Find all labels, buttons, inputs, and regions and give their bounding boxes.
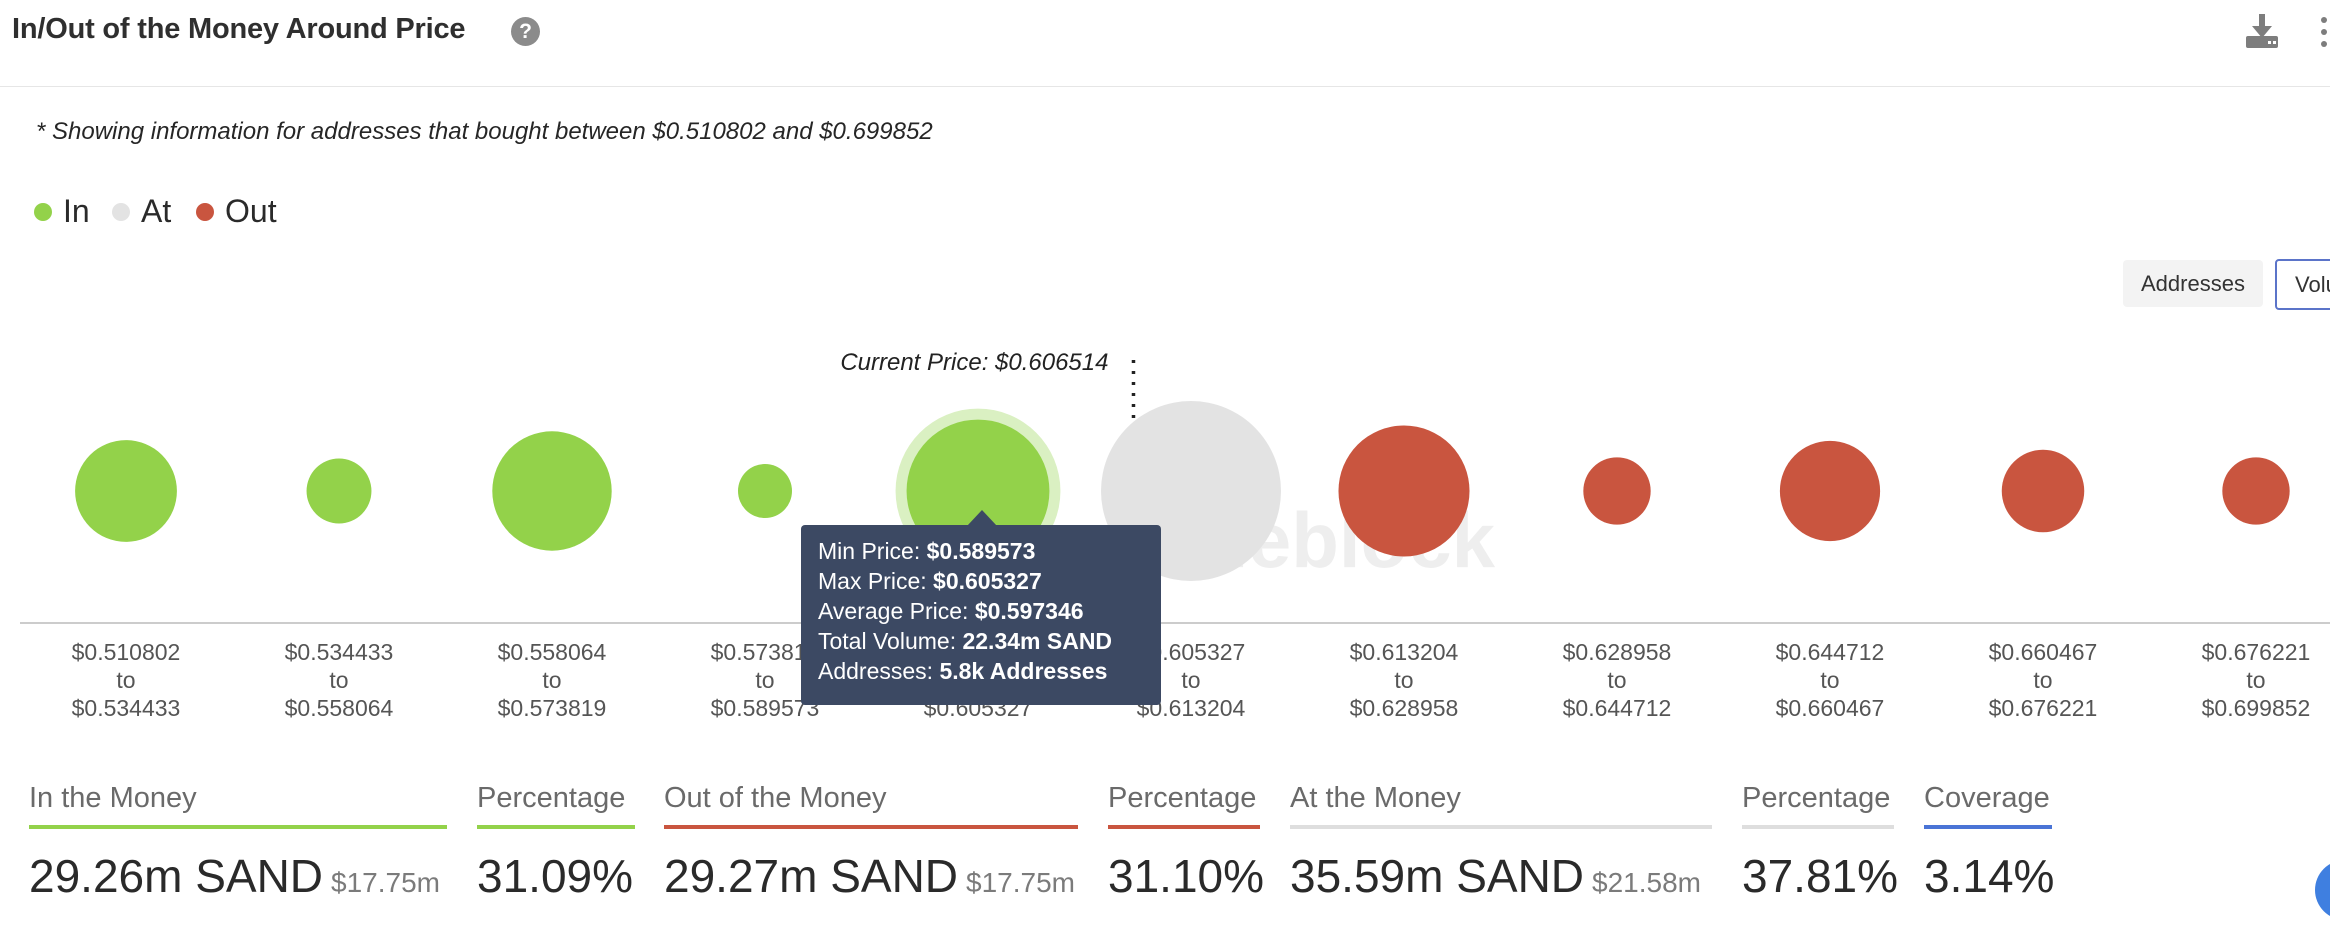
range-from-label: $0.660467	[1989, 639, 2098, 665]
tooltip-row-max: Max Price: $0.605327	[818, 568, 1042, 594]
stat-value: 37.81%	[1742, 850, 1899, 902]
range-to-label: $0.558064	[285, 695, 394, 721]
stat-label: In the Money	[29, 782, 197, 814]
bubble-out	[1338, 425, 1470, 557]
bubble-tooltip: Min Price: $0.589573 Max Price: $0.60532…	[801, 525, 1161, 705]
stat-label: Out of the Money	[664, 782, 887, 814]
stat-value: 31.10%	[1108, 850, 1265, 902]
legend-label-in: In	[63, 193, 90, 229]
range-from-label: $0.628958	[1563, 639, 1672, 665]
widget-title: In/Out of the Money Around Price	[12, 13, 466, 45]
legend-dot-out	[196, 203, 214, 221]
stat-value: 35.59m SAND $21.58m	[1290, 850, 1701, 902]
range-to-label: $0.676221	[1989, 695, 2098, 721]
range-to-word: to	[329, 667, 348, 693]
stat-label: Percentage	[1742, 782, 1891, 814]
download-icon[interactable]	[2244, 12, 2280, 50]
bubble-out	[1583, 457, 1651, 525]
stat-value: 31.09%	[477, 850, 634, 902]
range-to-label: $0.644712	[1563, 695, 1672, 721]
stat-coverage: Coverage 3.14%	[1924, 782, 2055, 903]
stat-label: Percentage	[477, 782, 626, 814]
range-to-label: $0.699852	[2202, 695, 2311, 721]
stat-at-the-money: At the Money 35.59m SAND $21.58m	[1290, 782, 1712, 903]
stat-label: Coverage	[1924, 782, 2050, 814]
stat-label: Percentage	[1108, 782, 1257, 814]
range-to-label: $0.660467	[1776, 695, 1885, 721]
bubble-in	[306, 458, 372, 524]
stat-in-the-money: In the Money 29.26m SAND $17.75m	[29, 782, 447, 903]
stat-underline	[29, 825, 447, 829]
bubble-out	[1779, 440, 1881, 542]
range-to-word: to	[2246, 667, 2265, 693]
stat-label: At the Money	[1290, 782, 1461, 814]
current-price-label: Current Price: $0.606514	[840, 349, 1108, 376]
legend-label-at: At	[141, 193, 172, 229]
tooltip-row-volume: Total Volume: 22.34m SAND	[818, 628, 1113, 654]
toggle-volume-button[interactable]: Volu	[2275, 259, 2330, 310]
range-from-label: $0.534433	[285, 639, 394, 665]
stat-in-percentage: Percentage 31.09%	[477, 782, 635, 903]
stat-out-of-the-money: Out of the Money 29.27m SAND $17.75m	[664, 782, 1078, 903]
tooltip-row-addresses: Addresses: 5.8k Addresses	[818, 658, 1108, 684]
legend-dot-in	[34, 203, 52, 221]
bubble-out	[2222, 457, 2290, 525]
range-from-label: $0.510802	[72, 639, 181, 665]
bubble-in	[75, 440, 177, 542]
stat-underline	[1924, 825, 2052, 829]
stat-at-percentage: Percentage 37.81%	[1742, 782, 1899, 903]
range-to-word: to	[755, 667, 774, 693]
range-to-word: to	[2033, 667, 2052, 693]
tooltip-arrow	[967, 510, 997, 526]
range-to-word: to	[1607, 667, 1626, 693]
summary-stats: In the Money 29.26m SAND $17.75m Percenta…	[0, 782, 2330, 942]
stat-value: 29.26m SAND $17.75m	[29, 850, 440, 902]
stat-value: 29.27m SAND $17.75m	[664, 850, 1075, 902]
bubble-in	[738, 464, 792, 518]
widget-header: In/Out of the Money Around Price ?	[0, 0, 2330, 87]
range-from-label: $0.644712	[1776, 639, 1885, 665]
range-to-word: to	[1820, 667, 1839, 693]
range-to-word: to	[542, 667, 561, 693]
stat-underline	[1290, 825, 1712, 829]
stat-value: 3.14%	[1924, 850, 2055, 902]
tooltip-row-average: Average Price: $0.597346	[818, 598, 1084, 624]
range-to-word: to	[116, 667, 135, 693]
bubble-in	[492, 431, 612, 551]
range-to-label: $0.628958	[1350, 695, 1459, 721]
stat-out-percentage: Percentage 31.10%	[1108, 782, 1265, 903]
stat-underline	[477, 825, 635, 829]
range-from-label: $0.676221	[2202, 639, 2311, 665]
range-to-label: $0.573819	[498, 695, 607, 721]
chat-bubble-button[interactable]	[2315, 860, 2330, 920]
legend-dot-at	[112, 203, 130, 221]
range-to-word: to	[1394, 667, 1413, 693]
help-icon[interactable]: ?	[511, 17, 540, 46]
range-from-label: $0.613204	[1350, 639, 1459, 665]
range-to-label: $0.534433	[72, 695, 181, 721]
menu-icon[interactable]	[2318, 12, 2330, 52]
range-to-word: to	[1181, 667, 1200, 693]
range-note: * Showing information for addresses that…	[36, 118, 933, 145]
stat-underline	[1108, 825, 1260, 829]
stat-underline	[664, 825, 1078, 829]
range-from-label: $0.558064	[498, 639, 607, 665]
legend-label-out: Out	[225, 193, 277, 229]
tooltip-row-min: Min Price: $0.589573	[818, 538, 1036, 564]
stat-underline	[1742, 825, 1894, 829]
toggle-addresses-button[interactable]: Addresses	[2123, 260, 2263, 307]
bubble-out	[2001, 449, 2085, 533]
